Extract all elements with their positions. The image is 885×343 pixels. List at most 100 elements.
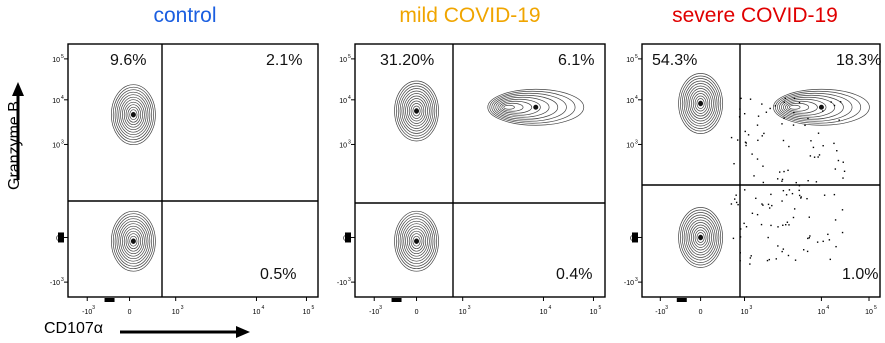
contour-2-9	[694, 229, 707, 246]
contour-2-0	[678, 207, 723, 268]
event-dot	[792, 216, 795, 219]
quad-ur-severe: 18.3%	[836, 52, 882, 69]
event-dot	[836, 150, 838, 152]
x-tick-exponent: 5	[598, 305, 601, 311]
event-dot	[733, 198, 736, 200]
event-dot	[778, 171, 781, 173]
x-tick-exponent: 3	[92, 305, 95, 311]
event-dot	[809, 155, 812, 157]
event-dot	[765, 111, 768, 113]
event-dot	[828, 239, 831, 241]
event-dot	[809, 235, 811, 237]
event-dot	[761, 203, 763, 205]
x-tick-exponent: 4	[826, 305, 829, 311]
event-dot	[807, 237, 809, 240]
contour-1-1	[112, 213, 154, 270]
event-dot	[781, 123, 783, 125]
contour-2-4	[401, 220, 432, 262]
event-dot	[816, 241, 819, 243]
contour-1-4	[118, 220, 149, 262]
event-dot	[802, 249, 805, 251]
x-tick-label: -10	[655, 309, 665, 316]
contour-1-7	[123, 228, 143, 255]
event-dot	[757, 139, 759, 142]
contour-0-3	[399, 88, 434, 134]
contour-0-1	[396, 83, 438, 139]
x-tick-label: 0	[415, 309, 419, 316]
event-dot	[783, 117, 785, 119]
event-dot	[751, 212, 754, 215]
event-dot	[795, 181, 797, 184]
x-tick-exponent: 3	[181, 305, 184, 311]
event-dot	[744, 189, 746, 191]
event-dot	[781, 200, 783, 202]
x-tick-label: 10	[741, 309, 749, 316]
contour-1-3	[116, 218, 151, 265]
event-dot	[762, 204, 764, 206]
event-dot	[781, 178, 784, 181]
event-dot	[837, 159, 840, 162]
contour-1-1	[775, 90, 862, 124]
y-tick-exponent: 3	[348, 277, 351, 283]
event-dot	[781, 250, 783, 253]
event-dot	[749, 98, 752, 100]
contour-0-4	[685, 83, 716, 124]
x-tick-label: 10	[459, 309, 467, 316]
event-dot	[762, 181, 765, 184]
y-tick-label: 10	[626, 57, 634, 64]
contour-2-6	[405, 225, 428, 257]
contour-1-8	[789, 104, 801, 110]
contour-0-5	[120, 96, 147, 133]
contour-2-2	[397, 215, 436, 267]
contour-2-5	[687, 219, 714, 256]
x-tick-label: 10	[172, 309, 180, 316]
contour-2-10	[696, 232, 705, 243]
event-dot	[767, 236, 769, 239]
event-dot	[745, 226, 748, 228]
y-tick-label: -10	[50, 280, 60, 287]
event-dot	[770, 224, 772, 227]
x-tick-exponent: 3	[750, 305, 753, 311]
contour-0-7	[407, 98, 427, 124]
contour-1-7	[787, 102, 810, 112]
event-dot	[827, 233, 829, 236]
y-tick-exponent: 3	[348, 139, 351, 145]
event-dot	[744, 141, 747, 143]
x-tick-exponent: 4	[261, 305, 264, 311]
event-dot	[817, 156, 819, 158]
event-dot	[760, 223, 763, 226]
event-dot	[785, 194, 788, 196]
contour-0-8	[125, 104, 142, 126]
contour-2-9	[410, 233, 423, 250]
y-tick-exponent: 4	[61, 95, 64, 101]
event-dot	[756, 213, 759, 216]
contour-1-5	[783, 98, 827, 116]
quad-lr-control: 0.5%	[260, 266, 297, 283]
contour-1-2	[114, 215, 153, 267]
quad-lr-severe: 1.0%	[842, 266, 879, 283]
event-dot	[787, 169, 789, 172]
y-tick-exponent: 5	[61, 54, 64, 60]
plot-frame	[67, 43, 319, 298]
y-tick-label: 10	[52, 57, 60, 64]
event-dot	[730, 136, 733, 139]
event-dot	[822, 240, 824, 243]
event-dot	[783, 101, 785, 104]
event-dot	[757, 115, 760, 117]
contour-2-7	[407, 228, 427, 255]
event-dot	[794, 259, 797, 261]
y-tick-exponent: 3	[61, 277, 64, 283]
event-dot	[833, 142, 835, 145]
contour-1-8	[125, 230, 142, 252]
y-tick-label: -10	[624, 280, 634, 287]
event-dot	[841, 209, 844, 211]
y-tick-label: 10	[626, 98, 634, 105]
contour-2-4	[685, 217, 716, 258]
y-tick-label: 10	[52, 98, 60, 105]
event-dot	[776, 178, 779, 180]
x-minor-ticks	[391, 298, 402, 302]
event-dot	[786, 221, 789, 223]
event-dot	[808, 216, 810, 218]
x-tick-label: 10	[540, 309, 548, 316]
